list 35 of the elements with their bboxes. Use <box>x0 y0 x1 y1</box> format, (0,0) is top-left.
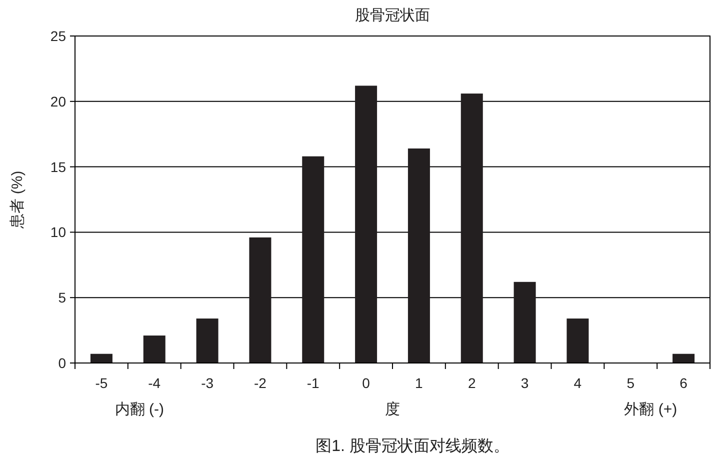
x-tick-label: 4 <box>574 375 582 391</box>
x-tick-label: 3 <box>520 375 529 391</box>
x-axis-title: 度 <box>385 401 400 418</box>
y-tick-label: 15 <box>50 158 66 175</box>
y-tick-label: 5 <box>58 290 66 306</box>
x-tick-label: -4 <box>148 375 161 391</box>
bar <box>408 148 430 363</box>
bar <box>566 318 589 363</box>
text: 外翻 (+) <box>624 401 678 418</box>
bar <box>672 354 695 363</box>
bar <box>249 237 272 363</box>
bar <box>355 86 378 363</box>
caption: 图1. 股骨冠状面对线频数。 <box>316 437 510 455</box>
bar <box>196 318 218 363</box>
bar <box>90 354 112 363</box>
bar <box>302 156 324 363</box>
chart-title: 股骨冠状面 <box>355 7 430 24</box>
x-tick-label: 1 <box>415 375 424 391</box>
y-tick-label: 25 <box>50 28 66 44</box>
y-tick-label: 0 <box>58 355 66 371</box>
x-tick-label: -5 <box>95 375 108 391</box>
x-tick-label: -2 <box>254 375 267 391</box>
y-axis-title: 患者 (%) <box>9 170 26 230</box>
x-tick-label: -3 <box>201 375 214 391</box>
y-tick-label: 20 <box>50 93 66 110</box>
y-tick-label: 10 <box>50 224 66 240</box>
x-tick-label: 6 <box>680 375 688 391</box>
x-tick-label: -1 <box>306 375 320 391</box>
x-tick-label: 5 <box>626 375 635 391</box>
x-tick-label: 2 <box>468 375 476 391</box>
bar <box>143 336 166 363</box>
x-tick-label: 0 <box>362 375 370 391</box>
text: 内翻 (-) <box>114 401 164 418</box>
bar <box>514 282 536 363</box>
bar <box>460 94 483 363</box>
